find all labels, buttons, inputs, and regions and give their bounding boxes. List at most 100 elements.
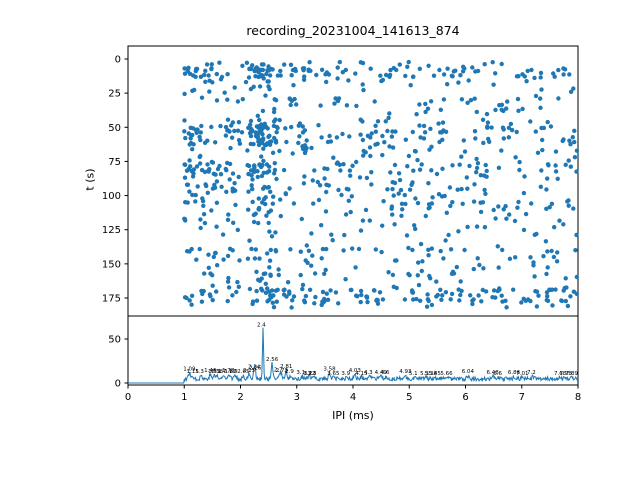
scatter-point [334, 135, 340, 140]
scatter-point [224, 168, 229, 173]
scatter-point [440, 120, 446, 125]
scatter-point [342, 232, 347, 238]
peak-annotation-label: 7.68 [554, 371, 567, 377]
peak-annotation-label: 7.78 [560, 371, 573, 377]
scatter-point [303, 258, 308, 263]
scatter-point [448, 297, 453, 302]
scatter-point [199, 95, 205, 100]
peak-annotation-label: 6.04 [462, 369, 475, 375]
scatter-point [534, 289, 540, 294]
scatter-point [423, 101, 428, 107]
peak-annotation-label: 1.7 [218, 369, 227, 375]
scatter-point [458, 73, 463, 78]
scatter-point [283, 191, 288, 196]
scatter-point [409, 288, 415, 293]
scatter-point [235, 99, 241, 104]
scatter-point [419, 162, 424, 167]
scatter-point [417, 167, 423, 172]
scatter-point [209, 208, 214, 213]
scatter-point [314, 72, 319, 78]
scatter-point [500, 125, 506, 130]
scatter-point [483, 289, 489, 294]
scatter-point [328, 288, 333, 293]
scatter-point [324, 291, 329, 296]
scatter-point [493, 71, 498, 76]
scatter-point [289, 305, 294, 310]
scatter-point [248, 141, 253, 147]
y-axis-label: t (s) [83, 168, 97, 191]
scatter-point [249, 173, 254, 178]
scatter-point [476, 293, 481, 298]
scatter-point [183, 218, 188, 223]
scatter-point [217, 163, 222, 169]
scatter-point [198, 74, 204, 80]
scatter-point [534, 304, 540, 309]
scatter-point [567, 138, 572, 143]
scatter-point [563, 298, 568, 304]
scatter-point [245, 148, 250, 153]
scatter-point [523, 298, 528, 303]
scatter-point [214, 200, 220, 205]
scatter-point [434, 279, 439, 284]
scatter-point [207, 167, 212, 172]
scatter-point [368, 66, 373, 71]
scatter-point [504, 106, 509, 111]
scatter-point [396, 191, 401, 196]
scatter-point [255, 133, 260, 138]
scatter-point [232, 188, 238, 193]
scatter-point [506, 135, 511, 140]
scatter-point [550, 303, 555, 308]
peak-annotation-label: 3.58 [323, 366, 336, 372]
scatter-point [425, 292, 430, 297]
scatter-point [490, 295, 495, 300]
scatter-point [259, 173, 265, 179]
scatter-point [267, 133, 272, 138]
scatter-point [214, 98, 220, 103]
scatter-point [377, 290, 383, 295]
scatter-point [496, 204, 501, 209]
scatter-point [300, 282, 306, 288]
peak-annotation-label: 4.3 [364, 370, 373, 376]
scatter-point [354, 293, 359, 298]
scatter-point [187, 189, 192, 194]
scatter-point [340, 70, 345, 75]
scatter-point [267, 297, 272, 302]
scatter-point [298, 272, 303, 278]
scatter-point [471, 266, 476, 272]
x-tick-label: 4 [350, 392, 356, 403]
scatter-point [250, 186, 255, 192]
scatter-point [359, 292, 364, 298]
scatter-point [225, 217, 231, 222]
scatter-point [394, 285, 399, 291]
peak-annotation-label: 1.82 [224, 369, 236, 375]
scatter-point [426, 253, 431, 258]
scatter-point [276, 272, 281, 278]
scatter-point [197, 161, 203, 166]
scatter-point [461, 138, 466, 143]
scatter-point [301, 77, 307, 83]
scatter-point [513, 155, 518, 160]
scatter-point [290, 151, 295, 156]
scatter-point [403, 73, 408, 79]
scatter-point [254, 124, 260, 129]
scatter-point [259, 164, 264, 170]
scatter-point [574, 232, 579, 238]
scatter-point [249, 183, 254, 188]
scatter-point [373, 247, 378, 252]
scatter-point [218, 77, 224, 82]
scatter-point [202, 72, 207, 78]
scatter-point [474, 156, 479, 162]
scatter-point [267, 265, 272, 270]
scatter-point [373, 129, 378, 134]
scatter-point [187, 158, 192, 163]
chart-title: recording_20231004_141613_874 [246, 23, 460, 38]
scatter-point [244, 60, 250, 65]
scatter-point [225, 279, 231, 284]
scatter-point [255, 169, 260, 174]
scatter-point [259, 154, 264, 159]
scatter-point [285, 280, 291, 285]
top-y-ticks: 0 25 50 75 100 125 150 175 [102, 55, 128, 305]
scatter-point [302, 174, 307, 179]
scatter-point [225, 253, 231, 259]
scatter-point [441, 256, 446, 261]
